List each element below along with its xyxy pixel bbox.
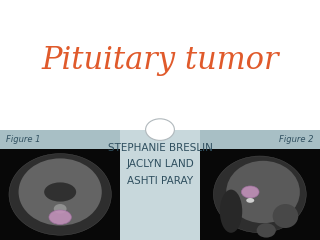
Ellipse shape [273,204,298,228]
Ellipse shape [9,154,111,235]
Bar [0,149,120,240]
Text: ASHTI PARAY: ASHTI PARAY [127,176,193,186]
Ellipse shape [246,198,254,203]
Ellipse shape [49,210,71,224]
Ellipse shape [226,161,300,223]
Bar [0,0,320,130]
Text: Figure 1: Figure 1 [6,135,41,144]
Ellipse shape [257,223,276,238]
Text: JACLYN LAND: JACLYN LAND [126,159,194,169]
Bar [0,130,320,240]
Text: STEPHANIE BRESLIN: STEPHANIE BRESLIN [108,143,212,153]
Ellipse shape [242,186,259,198]
Ellipse shape [54,204,67,214]
Bar [120,130,200,240]
Text: Figure 2: Figure 2 [279,135,314,144]
Ellipse shape [19,158,102,226]
Text: Pituitary tumor: Pituitary tumor [41,44,279,76]
Bar [200,149,320,240]
Ellipse shape [220,190,242,233]
Circle shape [146,119,174,140]
Ellipse shape [44,182,76,202]
Ellipse shape [213,156,306,233]
